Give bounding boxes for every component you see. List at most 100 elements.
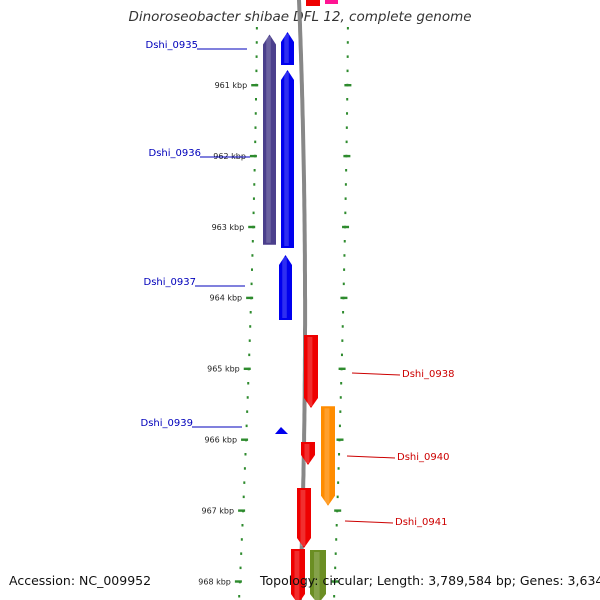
accession-text: Accession: NC_009952	[9, 573, 152, 588]
tick-mark	[241, 438, 249, 441]
tick-mark	[248, 225, 256, 229]
leader-line	[346, 455, 396, 459]
gc-dot	[255, 55, 258, 58]
gene-arrow	[281, 32, 294, 65]
feature-block-highlight	[266, 36, 271, 243]
gc-dot	[252, 197, 255, 200]
feature-block-highlight	[324, 408, 330, 504]
genome-summary: Topology: circular; Length: 3,789,584 bp…	[260, 573, 600, 588]
gc-dot	[251, 254, 254, 257]
gc-dot	[339, 410, 342, 413]
gc-dot	[246, 410, 249, 413]
gc-track-left	[238, 27, 258, 598]
gene-arrow	[301, 442, 315, 465]
gc-dot	[253, 183, 256, 186]
tick-mark	[251, 84, 259, 87]
gc-track-right	[333, 27, 349, 598]
gc-dot	[343, 254, 346, 257]
tick-mark	[342, 225, 350, 229]
gene-fragment	[306, 0, 320, 6]
gc-dot	[341, 325, 344, 328]
gc-dot	[336, 495, 339, 499]
gc-dot	[243, 467, 246, 470]
gc-dot	[339, 396, 342, 399]
gc-dot	[252, 211, 255, 215]
gc-dot	[340, 382, 343, 385]
gc-dot	[344, 197, 347, 200]
tick-label: 967 kbp	[201, 506, 234, 515]
gc-dot	[241, 524, 244, 527]
gene-arrow	[279, 255, 292, 320]
gc-dot	[238, 595, 241, 598]
gc-dot	[254, 126, 257, 129]
gc-dot	[335, 524, 338, 527]
gc-dot	[254, 98, 257, 101]
gc-dot	[244, 453, 247, 456]
gc-dot	[343, 268, 346, 271]
tick-mark	[249, 154, 257, 158]
gene-fragment	[310, 550, 326, 600]
tick-label: 968 kbp	[198, 577, 231, 586]
gene-fragment	[325, 0, 338, 4]
gene-label: Dshi_0937	[144, 277, 196, 288]
tick-mark	[343, 154, 351, 158]
gc-dot	[346, 27, 349, 30]
gc-dot	[337, 481, 340, 484]
tick-label: 961 kbp	[215, 81, 248, 90]
gc-dot	[251, 268, 254, 271]
gc-dot	[253, 169, 256, 172]
leader-line	[351, 372, 401, 376]
tick-label: 966 kbp	[204, 436, 237, 445]
gc-dot	[342, 282, 345, 286]
tick-mark	[334, 509, 342, 512]
feature-block	[263, 34, 276, 245]
gc-dot	[346, 112, 349, 115]
gene-label: Dshi_0936	[149, 148, 201, 159]
gc-dot	[346, 69, 349, 73]
tick-mark	[234, 580, 242, 583]
gc-dot	[243, 481, 246, 484]
tick-mark	[336, 438, 344, 441]
gene-track[interactable]	[263, 0, 338, 600]
gene-label: Dshi_0938	[402, 369, 454, 380]
leader-line	[344, 520, 394, 524]
tick-label: 964 kbp	[210, 294, 243, 303]
gene-arrow	[304, 335, 318, 408]
gc-dot	[342, 311, 345, 314]
gc-dot	[333, 595, 336, 598]
feature-block	[321, 406, 335, 506]
gc-dot	[338, 424, 341, 428]
gene-arrow-highlight	[284, 72, 289, 246]
gene-label: Dshi_0940	[397, 452, 449, 463]
gc-dot	[250, 282, 253, 286]
tick-mark	[340, 296, 348, 300]
gc-dot	[240, 538, 243, 541]
gc-dot	[247, 382, 250, 385]
tick-mark	[238, 509, 246, 512]
gc-dot	[255, 27, 258, 30]
gene-arrow-highlight	[307, 337, 313, 406]
gc-dot	[344, 211, 347, 215]
gc-dot	[345, 140, 348, 144]
gene-fragment-highlight	[294, 551, 300, 600]
gc-dot	[345, 126, 348, 129]
gc-dot	[335, 538, 338, 541]
gene-arrow	[297, 488, 311, 548]
tick-label: 963 kbp	[212, 223, 245, 232]
gene-arrow	[275, 427, 288, 434]
tick-mark	[243, 367, 251, 370]
gc-dot	[240, 552, 243, 555]
gene-arrow-highlight	[282, 257, 287, 318]
gene-arrow-highlight	[300, 490, 306, 546]
gc-dot	[248, 339, 251, 342]
gc-dot	[338, 453, 341, 456]
gc-dot	[251, 240, 254, 243]
gc-dot	[246, 396, 249, 399]
gene-label: Dshi_0941	[395, 517, 447, 528]
gc-dot	[255, 69, 258, 73]
gc-dot	[346, 55, 349, 58]
gc-dot	[245, 424, 248, 428]
gene-label: Dshi_0939	[141, 418, 193, 429]
gc-dot	[346, 41, 349, 44]
